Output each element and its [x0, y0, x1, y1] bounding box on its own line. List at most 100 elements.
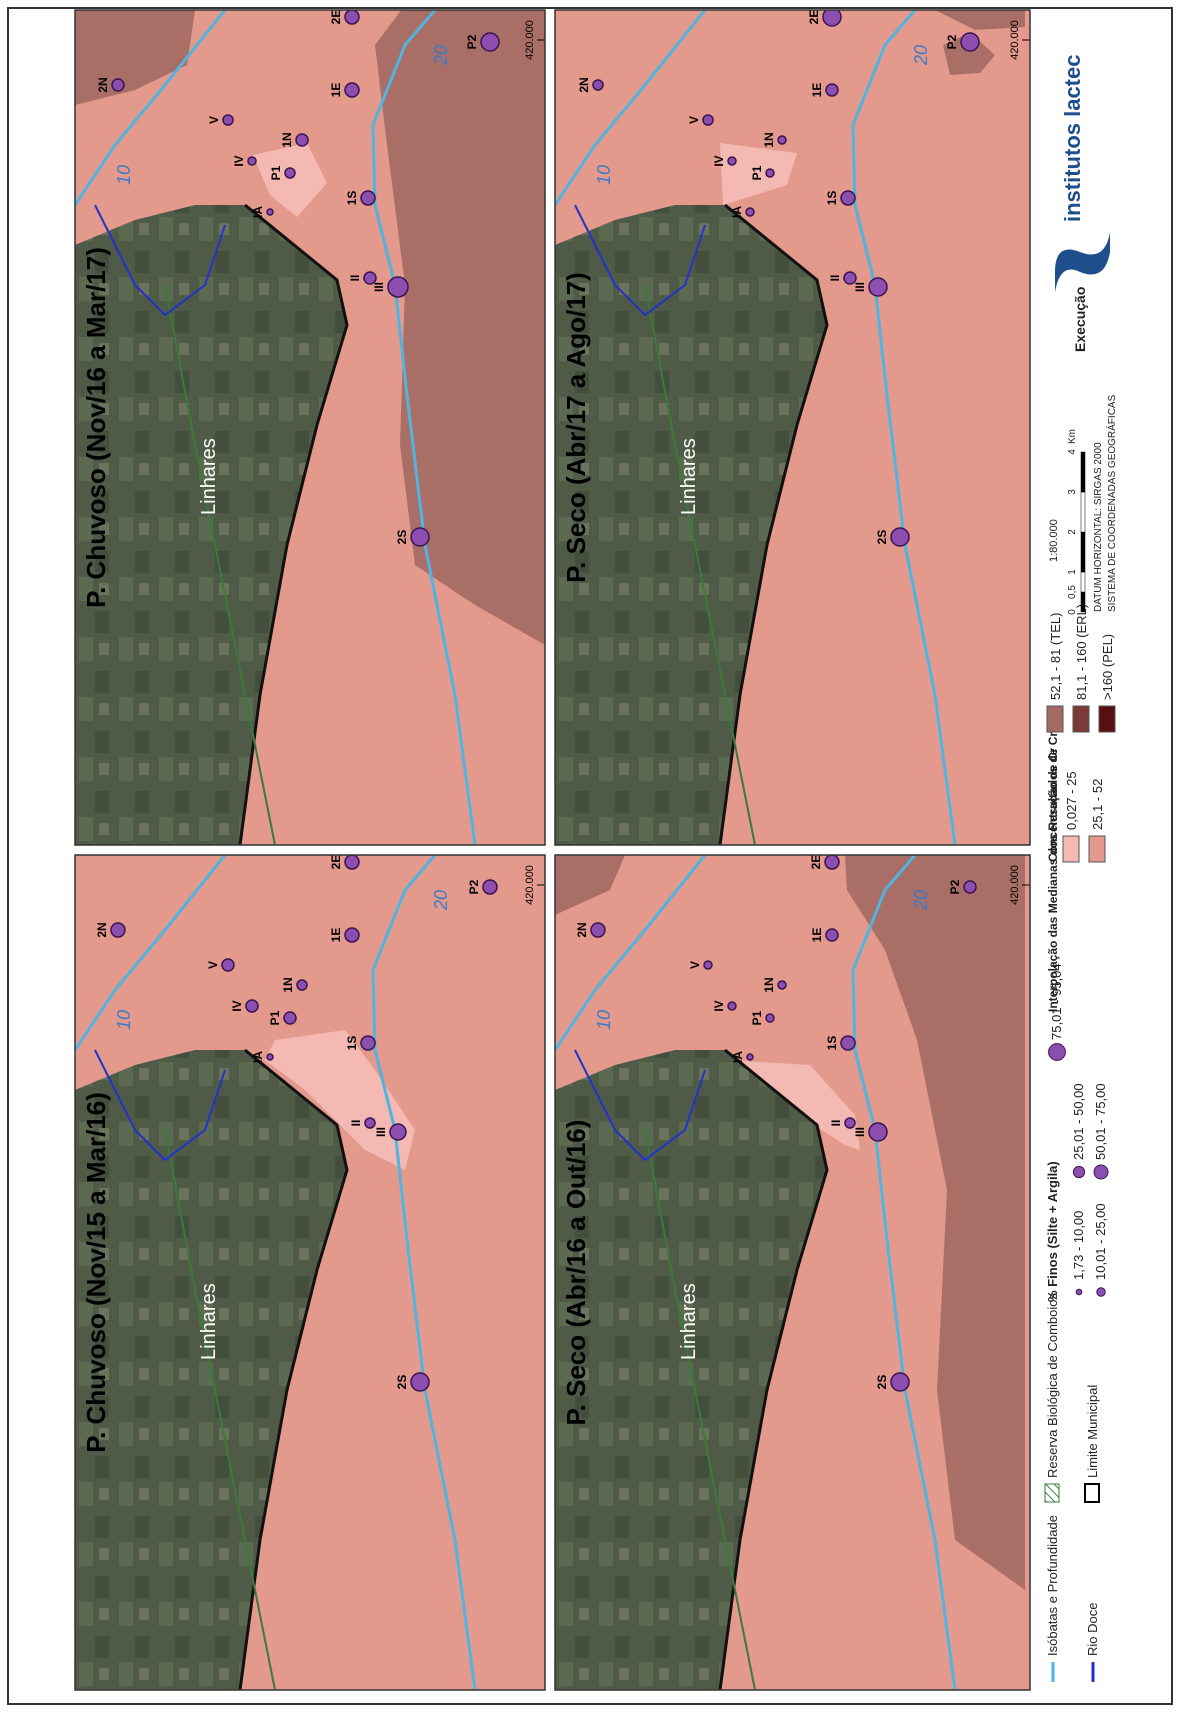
- station: [591, 923, 605, 937]
- station-label: 1E: [329, 928, 343, 943]
- legend: Isóbatas e ProfundidadeRio DoceReserva B…: [1045, 55, 1118, 1682]
- map-body: 420.0001020Linhares2SIIIII1SIAP1IV1NV1E2…: [75, 5, 545, 845]
- station-label: 2N: [577, 77, 591, 92]
- station-label: P2: [467, 879, 481, 894]
- panel-title: P. Seco (Abr/17 a Ago/17): [561, 272, 591, 583]
- legend-text: Concentração de Cr: [1046, 748, 1060, 862]
- map-body: 420.0001020Linhares2SIIIII1SIAP1IV1NV1E2…: [75, 855, 545, 1690]
- station-label: P2: [948, 879, 962, 894]
- station: [481, 33, 499, 51]
- station-label: IV: [712, 1000, 726, 1011]
- station-label: III: [853, 1127, 867, 1137]
- place-label: Linhares: [678, 1283, 700, 1360]
- legend-text: 0: [1067, 609, 1078, 615]
- station: [296, 134, 308, 146]
- conc-swatch: [1089, 836, 1105, 862]
- station-label: P1: [269, 165, 283, 180]
- station-label: 2E: [329, 10, 343, 25]
- isobath-label: 20: [431, 890, 451, 911]
- station: [388, 277, 408, 297]
- station: [246, 1000, 258, 1012]
- fines-swatch: [1076, 1289, 1082, 1295]
- station-label: II: [349, 1120, 363, 1127]
- station: [223, 115, 233, 125]
- station-label: III: [853, 282, 867, 292]
- station: [703, 115, 713, 125]
- legend-text: Rio Doce: [1085, 1603, 1100, 1656]
- station: [345, 855, 359, 869]
- legend-text: 2: [1067, 529, 1078, 535]
- map-panel: 420.0001020Linhares2SIIIII1SIAP1IV1NV1E2…: [555, 855, 1030, 1690]
- station: [746, 208, 754, 216]
- station: [728, 1002, 736, 1010]
- station: [411, 528, 429, 546]
- station-label: 2E: [809, 855, 823, 870]
- legend-text: 81,1 - 160 (ERL): [1074, 604, 1089, 700]
- station-label: IV: [712, 155, 726, 166]
- station: [704, 961, 712, 969]
- logo: [1055, 232, 1110, 292]
- scale-seg: [1081, 572, 1085, 592]
- station-label: 1E: [810, 83, 824, 98]
- station: [361, 1036, 375, 1050]
- station-label: 2E: [329, 855, 343, 870]
- station: [285, 168, 295, 178]
- station-label: P2: [465, 34, 479, 49]
- legend-text: 3: [1067, 489, 1078, 495]
- legend-text: institutos lactec: [1060, 55, 1085, 222]
- station-label: P1: [268, 1010, 282, 1025]
- station-label: II: [348, 275, 362, 282]
- place-label: Linhares: [198, 438, 220, 515]
- map-figure: 420.0001020Linhares2SIIIII1SIAP1IV1NV1E2…: [0, 0, 1178, 1712]
- coord-label: 420.000: [1009, 20, 1021, 60]
- legend-text: Reserva Biológica de Comboios: [1045, 1293, 1060, 1478]
- fines-swatch: [1097, 1288, 1105, 1296]
- station: [766, 1014, 774, 1022]
- station-label: 1N: [281, 977, 295, 992]
- station: [964, 881, 976, 893]
- station: [284, 1012, 296, 1024]
- map-panel: 420.0001020Linhares2SIIIII1SIAP1IV1NV1E2…: [555, 8, 1030, 845]
- legend-text: 0,027 - 25: [1064, 771, 1079, 830]
- station-label: 2N: [575, 922, 589, 937]
- station: [248, 157, 256, 165]
- legend-text: 1: [1067, 569, 1078, 575]
- station-label: 2S: [875, 530, 889, 545]
- fines-swatch: [1094, 1165, 1108, 1179]
- station-label: V: [687, 116, 701, 124]
- station: [891, 528, 909, 546]
- station: [747, 1054, 753, 1060]
- station-label: 1N: [762, 977, 776, 992]
- legend-text: 25,01 - 50,00: [1071, 1083, 1086, 1160]
- legend-text: Execução: [1072, 287, 1088, 352]
- page: 420.0001020Linhares2SIIIII1SIAP1IV1NV1E2…: [0, 0, 1178, 1717]
- station: [844, 272, 856, 284]
- limit-swatch: [1085, 1484, 1099, 1502]
- station: [826, 84, 838, 96]
- conc-swatch: [1099, 706, 1115, 732]
- station: [841, 1036, 855, 1050]
- reserve-swatch: [1045, 1484, 1059, 1502]
- station-label: 1S: [345, 1036, 359, 1051]
- scale-seg: [1081, 492, 1085, 532]
- station: [869, 278, 887, 296]
- scale-seg: [1081, 452, 1085, 492]
- station: [869, 1123, 887, 1141]
- station-label: II: [828, 275, 842, 282]
- place-label: Linhares: [198, 1283, 220, 1360]
- map-body: 420.0001020Linhares2SIIIII1SIAP1IV1NV1E2…: [555, 855, 1030, 1690]
- station-label: V: [207, 116, 221, 124]
- station-label: 1E: [329, 83, 343, 98]
- legend-text: 1,73 - 10,00: [1071, 1211, 1086, 1280]
- station-label: III: [372, 282, 386, 292]
- station: [766, 169, 774, 177]
- station-label: II: [829, 1120, 843, 1127]
- station-label: V: [688, 961, 702, 969]
- isobath-label: 20: [431, 45, 451, 66]
- station: [778, 136, 786, 144]
- station-label: IV: [230, 1000, 244, 1011]
- station: [365, 1118, 375, 1128]
- legend-text: 0,5: [1067, 585, 1078, 599]
- station-label: IA: [731, 1051, 745, 1063]
- station-label: IA: [251, 206, 265, 218]
